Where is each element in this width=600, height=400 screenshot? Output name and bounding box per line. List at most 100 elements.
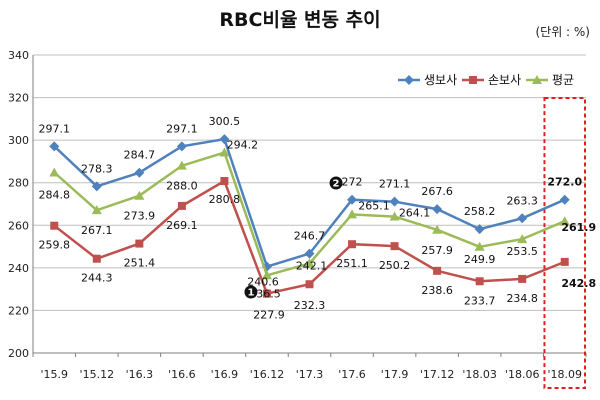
point-diamond: [91, 181, 102, 192]
point-square: [92, 254, 101, 263]
data-label: 265.1: [358, 199, 390, 212]
y-tick-label: 260: [8, 219, 29, 232]
data-label: 284.8: [39, 188, 71, 201]
point-triangle: [389, 211, 400, 221]
data-label: 233.7: [464, 294, 496, 307]
data-label: 259.8: [39, 239, 71, 252]
data-label: 257.9: [421, 244, 453, 257]
point-square: [177, 201, 186, 210]
x-tick-label: '17.3: [296, 368, 324, 381]
x-tick-label: '17.9: [381, 368, 409, 381]
y-tick-label: 340: [8, 49, 29, 62]
x-tick-label: '16.12: [250, 368, 285, 381]
point-diamond: [559, 194, 570, 205]
legend-label: 손보사: [488, 73, 521, 87]
point-square: [262, 289, 271, 298]
data-label: 297.1: [166, 122, 198, 135]
x-tick-label: '15.9: [41, 368, 69, 381]
legend-label: 평균: [552, 73, 574, 87]
y-tick-label: 300: [8, 134, 29, 147]
data-label: 272: [342, 176, 363, 189]
x-tick-label: '18.03: [462, 368, 497, 381]
data-label: 261.9: [561, 221, 596, 234]
annotation-number: 1: [247, 288, 254, 299]
point-square: [220, 177, 229, 186]
x-tick-label: '15.12: [80, 368, 115, 381]
data-label: 263.3: [506, 194, 538, 207]
x-tick-label: '17.12: [420, 368, 455, 381]
annotation-number: 2: [333, 179, 340, 190]
point-diamond: [304, 248, 315, 259]
y-tick-label: 280: [8, 177, 29, 190]
point-square: [518, 274, 527, 283]
data-label: 271.1: [379, 178, 411, 191]
data-label: 284.7: [124, 149, 156, 162]
data-label: 272.0: [547, 176, 582, 189]
data-label: 297.1: [39, 122, 71, 135]
data-label: 267.1: [81, 224, 113, 237]
legend-marker: [404, 75, 414, 85]
data-label: 300.5: [209, 115, 241, 128]
axes: 200 220 240 260 280 300 320 340 '15.9 '15.12 '16.3…: [8, 49, 587, 381]
data-label: 258.2: [464, 205, 496, 218]
point-triangle: [219, 147, 230, 157]
point-diamond: [432, 204, 443, 215]
point-diamond: [347, 194, 358, 205]
point-triangle: [517, 234, 528, 244]
data-label: 244.3: [81, 272, 113, 285]
point-square: [348, 240, 357, 249]
y-tick-label: 320: [8, 92, 29, 105]
data-labels: 297.1 278.3 284.7 297.1 300.5 240.6 246.7 272 27…: [39, 115, 597, 322]
data-label: 234.8: [506, 292, 538, 305]
legend-label: 생보사: [424, 73, 457, 87]
point-square: [390, 242, 399, 251]
point-square: [50, 221, 59, 230]
point-triangle: [134, 190, 145, 200]
point-triangle: [261, 270, 272, 280]
point-triangle: [176, 160, 187, 170]
annotation-marker: [329, 176, 343, 190]
point-square: [135, 239, 144, 248]
data-label: 264.1: [399, 207, 431, 220]
point-square: [475, 277, 484, 286]
point-triangle: [474, 241, 485, 251]
x-tick-label: '16.6: [168, 368, 196, 381]
x-tick-label: '16.3: [126, 368, 154, 381]
annotations: 12: [244, 176, 343, 299]
point-square: [433, 266, 442, 275]
x-tick-label: '17.6: [338, 368, 366, 381]
data-label: 249.9: [464, 253, 496, 266]
data-label: 232.3: [294, 299, 326, 312]
point-triangle: [559, 216, 570, 226]
unit-label: (단위 : %): [535, 25, 590, 39]
x-tick-label: '16.9: [211, 368, 239, 381]
data-label: 280.8: [209, 193, 241, 206]
y-tick-label: 240: [8, 262, 29, 275]
point-triangle: [91, 205, 102, 215]
point-triangle: [49, 167, 60, 177]
highlight-box: [543, 97, 587, 389]
data-label: 278.3: [81, 162, 113, 175]
point-diamond: [134, 167, 145, 178]
point-triangle: [304, 258, 315, 268]
data-label: 240.6: [247, 276, 279, 289]
x-tick-label: '18.06: [505, 368, 540, 381]
data-label: 253.5: [506, 245, 538, 258]
highlight-box: [543, 97, 587, 389]
point-square: [305, 280, 314, 289]
data-label: 273.9: [124, 210, 156, 223]
point-diamond: [517, 213, 528, 224]
data-label: 250.2: [379, 259, 411, 272]
point-diamond: [176, 141, 187, 152]
y-tick-label: 200: [8, 347, 29, 360]
legend: 생보사 손보사 평균: [398, 73, 574, 87]
chart-title: RBC비율 변동 추이: [219, 9, 380, 31]
data-label: 288.0: [166, 180, 198, 193]
legend-marker: [532, 75, 542, 84]
data-label: 251.1: [336, 257, 368, 270]
legend-marker: [469, 76, 477, 84]
point-triangle: [347, 209, 358, 219]
data-label: 242.1: [296, 259, 328, 272]
x-tick-label: '18.09: [547, 368, 582, 381]
point-diamond: [49, 141, 60, 152]
